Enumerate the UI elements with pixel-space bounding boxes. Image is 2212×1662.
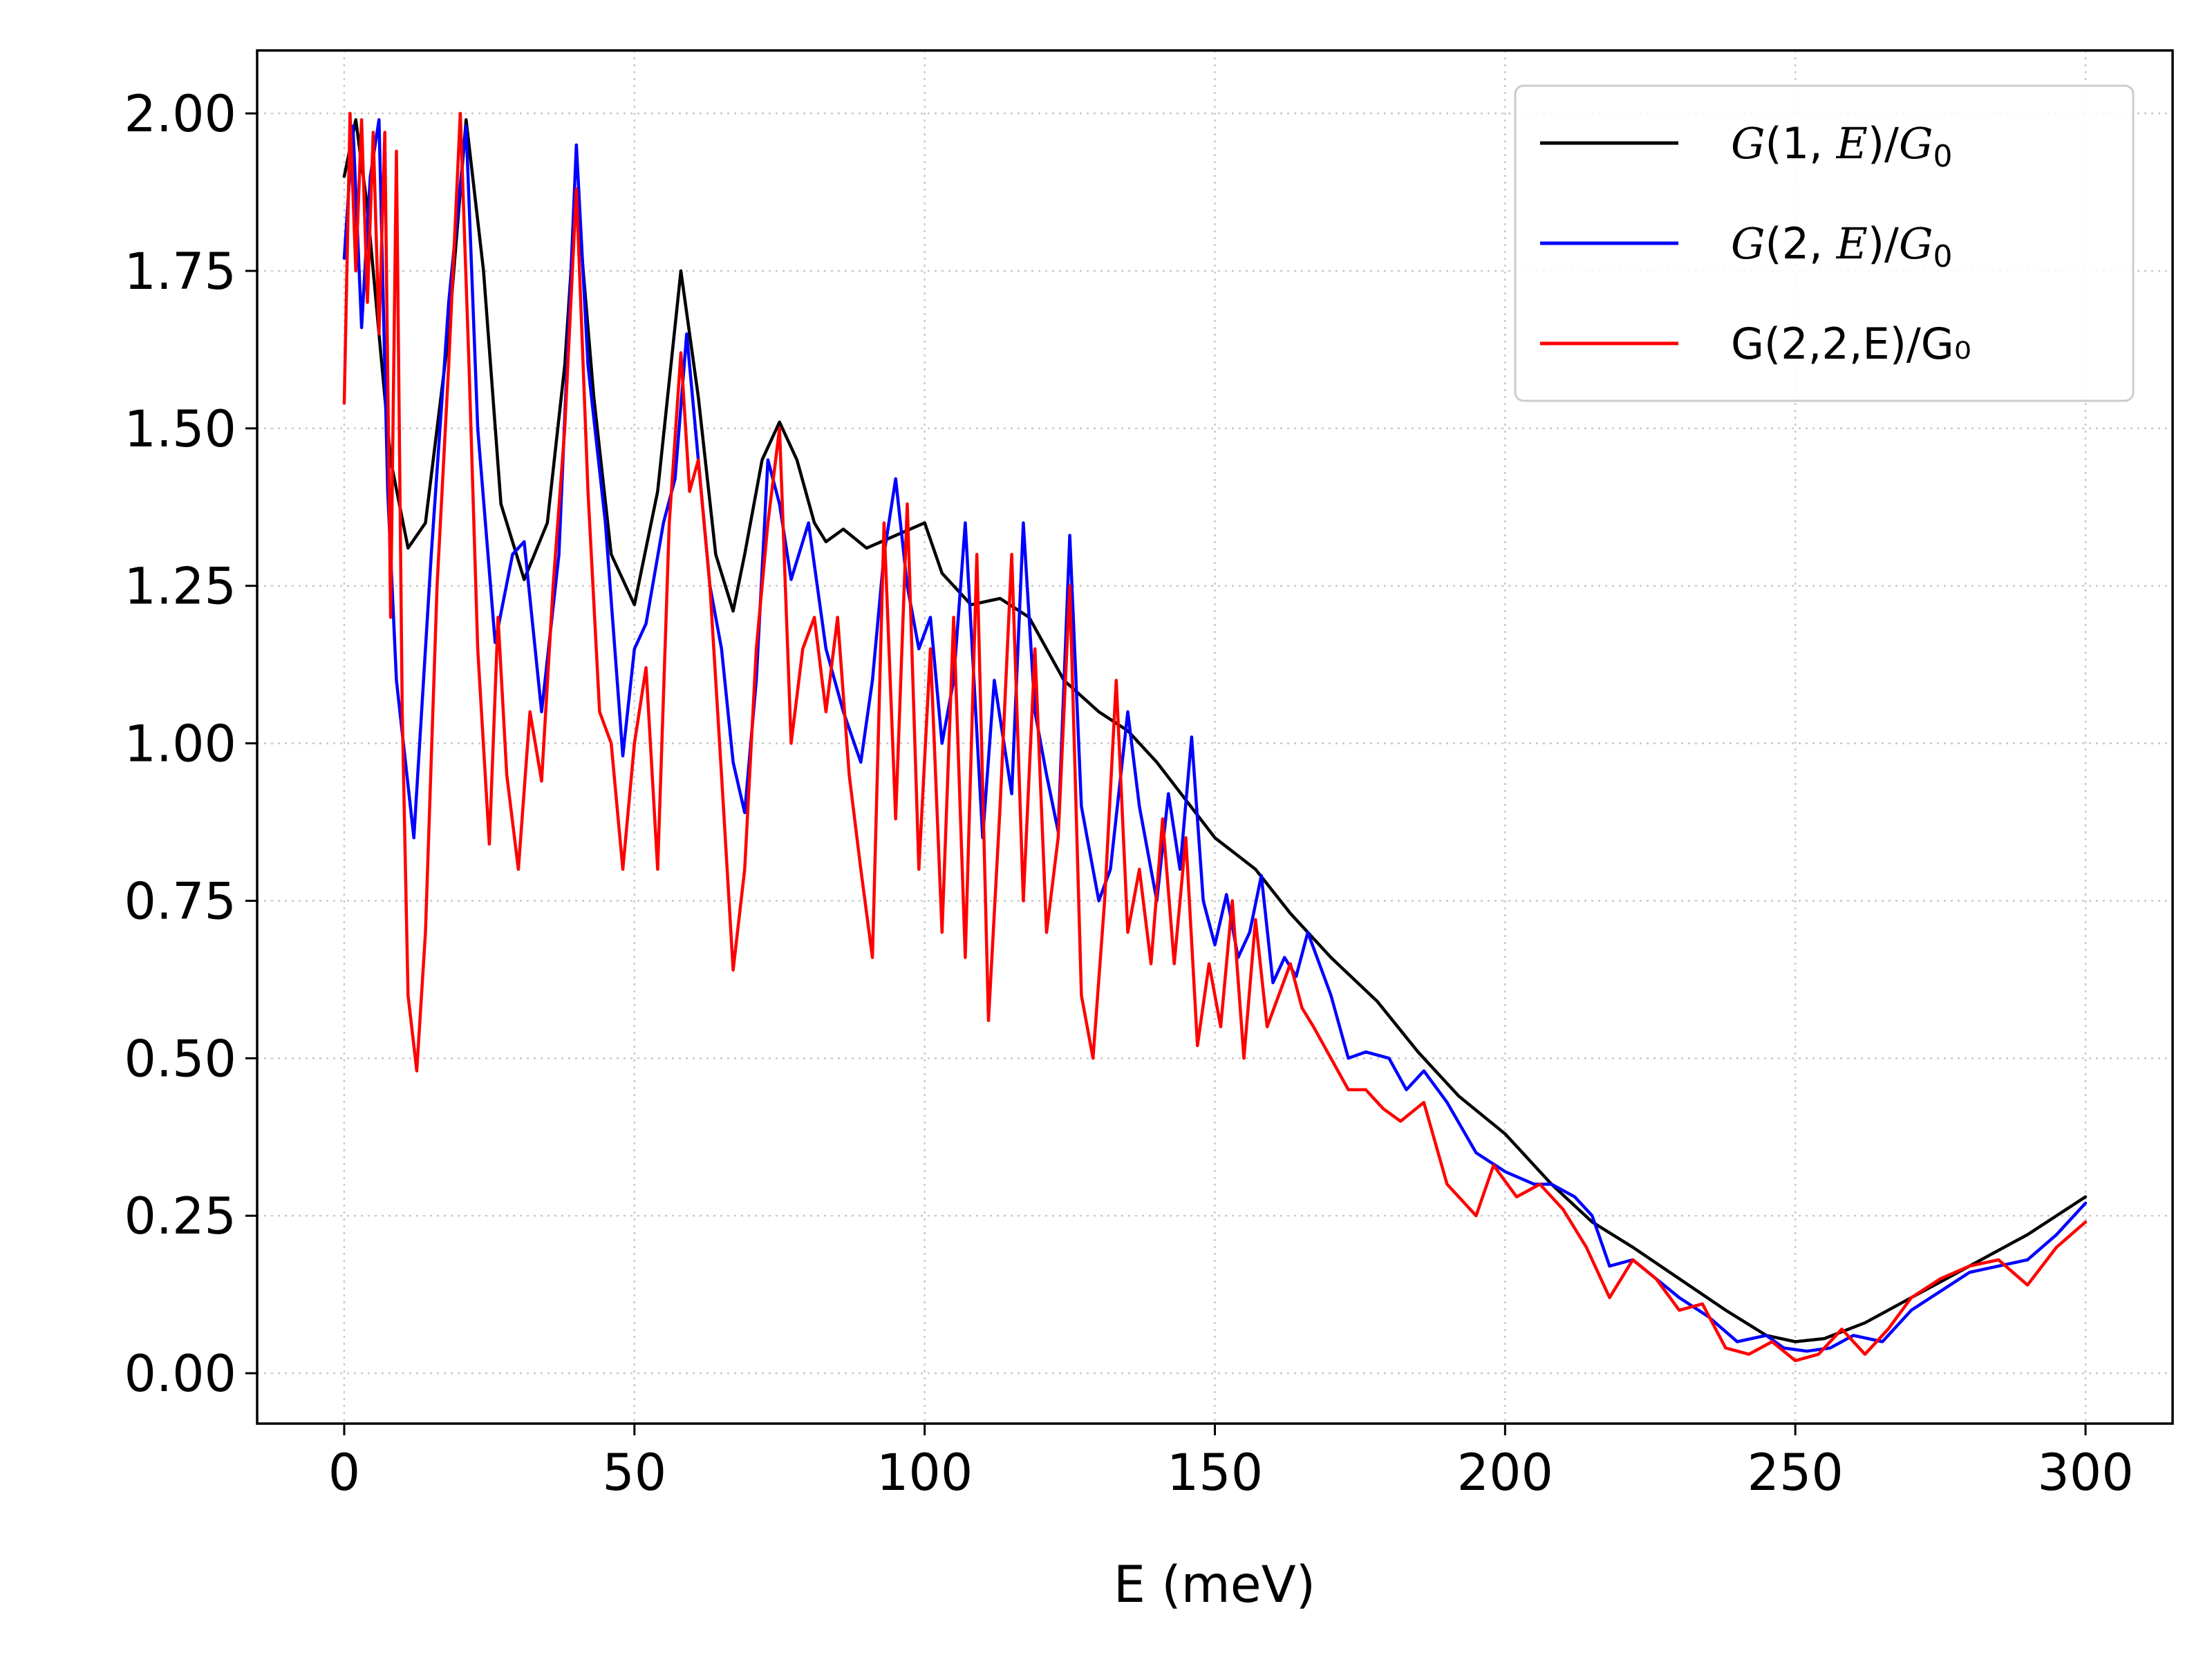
series-lines bbox=[342, 111, 2088, 1363]
legend: G(1, E)/G0G(2, E)/G0G(2,2,E)/G₀ bbox=[1514, 84, 2135, 402]
legend-label-part: G bbox=[1899, 218, 1933, 269]
legend-label-part: 0 bbox=[1933, 239, 1952, 274]
legend-box bbox=[1514, 84, 2135, 402]
legend-label-part: )/ bbox=[1868, 218, 1899, 269]
y-tick-label: 1.50 bbox=[124, 400, 236, 459]
y-tick-label: 0.25 bbox=[124, 1187, 236, 1246]
y-tick-label: 0.50 bbox=[124, 1030, 236, 1088]
x-tick-label: 300 bbox=[2037, 1444, 2133, 1502]
y-tick-label: 1.00 bbox=[124, 715, 236, 774]
x-tick-label: 150 bbox=[1167, 1444, 1263, 1502]
x-axis-label: E (meV) bbox=[1114, 1556, 1315, 1614]
series-line-3 bbox=[342, 111, 2088, 1363]
legend-label-part: E bbox=[1836, 218, 1868, 269]
legend-label-part: E bbox=[1836, 118, 1868, 169]
legend-label-part: G bbox=[1731, 218, 1765, 269]
y-tick-label: 0.75 bbox=[124, 872, 236, 931]
legend-label: G(2,2,E)/G₀ bbox=[1731, 319, 1971, 369]
x-tick-label: 250 bbox=[1747, 1444, 1844, 1502]
series-line-1 bbox=[342, 118, 2088, 1343]
legend-label-part: G bbox=[1731, 118, 1765, 169]
legend-label-part: 0 bbox=[1933, 139, 1952, 174]
x-tick-label: 200 bbox=[1457, 1444, 1553, 1502]
y-tick-label: 1.25 bbox=[124, 558, 236, 616]
y-tick-label: 1.75 bbox=[124, 243, 236, 301]
y-tick-label: 2.00 bbox=[124, 85, 236, 144]
series-line-2 bbox=[342, 118, 2088, 1353]
x-tick-label: 50 bbox=[602, 1444, 666, 1502]
legend-label: G(2, E)/G0 bbox=[1731, 218, 1952, 274]
x-tick-label: 0 bbox=[328, 1444, 360, 1502]
x-tick-label: 100 bbox=[877, 1444, 973, 1502]
legend-label-part: )/ bbox=[1868, 118, 1899, 169]
legend-label-part: (2, bbox=[1765, 218, 1837, 269]
axis-ticks: 0 50 100 150 200 250 300 0.00 0.25 0.50 0.75 1.00 1.… bbox=[124, 85, 2133, 1502]
legend-label-part: (1, bbox=[1765, 118, 1837, 169]
legend-label: G(1, E)/G0 bbox=[1731, 118, 1952, 174]
y-tick-label: 0.00 bbox=[124, 1345, 236, 1404]
legend-label-part: G bbox=[1899, 118, 1933, 169]
